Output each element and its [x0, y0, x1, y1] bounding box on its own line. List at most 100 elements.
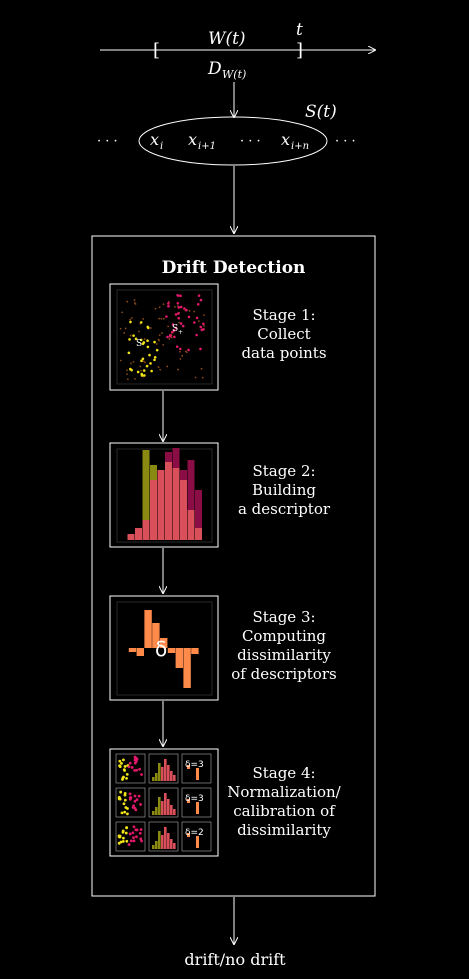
grid-bar — [158, 797, 161, 815]
scatter-point — [133, 302, 136, 304]
histogram-bar — [165, 462, 172, 540]
scatter-point — [145, 364, 149, 368]
grid-point — [121, 840, 125, 843]
grid-bar — [167, 799, 170, 815]
scatter-point — [199, 298, 203, 302]
grid-point — [140, 839, 143, 843]
scatter-point — [123, 332, 126, 334]
scatter-point — [177, 306, 181, 309]
scatter-point — [161, 332, 163, 335]
grid-bar — [152, 811, 155, 815]
scatter-point — [150, 369, 153, 373]
grid-bar — [158, 763, 161, 781]
scatter-point — [162, 317, 165, 320]
scatter-point — [177, 312, 180, 315]
histogram-bar — [157, 470, 165, 540]
delta-label: δ — [155, 637, 167, 661]
grid-bar — [196, 802, 199, 814]
difference-bar — [152, 623, 160, 648]
stage2-line1: Stage 2: — [252, 462, 316, 480]
stage4-line3: calibration of — [233, 802, 335, 820]
grid-point — [121, 778, 124, 781]
scatter-point — [158, 334, 161, 337]
scatter-point — [181, 354, 184, 357]
scatter-point — [195, 316, 199, 320]
scatter-point — [165, 315, 168, 318]
grid-point — [133, 806, 137, 810]
scatter-point — [139, 365, 142, 368]
stage1-line2: Collect — [257, 325, 311, 343]
grid-delta-label: δ=2 — [185, 828, 204, 838]
scatter-point — [196, 303, 200, 306]
scatter-point — [178, 321, 181, 324]
scatter-point — [126, 378, 129, 381]
stream-item-3: x — [281, 130, 290, 149]
grid-bar — [161, 767, 164, 781]
grid-point — [119, 790, 123, 794]
scatter-point — [155, 343, 158, 345]
stage3-line1: Stage 3: — [252, 608, 316, 626]
scatter-point — [199, 347, 202, 351]
scatter-point — [144, 361, 146, 364]
scatter-point — [147, 326, 150, 330]
scatter-point — [193, 310, 196, 313]
scatter-point — [126, 373, 128, 375]
grid-bar — [167, 833, 170, 849]
difference-bar — [160, 638, 168, 648]
scatter-point — [179, 294, 182, 298]
grid-point — [125, 839, 129, 843]
stage1-line1: Stage 1: — [252, 306, 316, 324]
scatter-point — [202, 322, 205, 326]
grid-bar — [155, 773, 158, 781]
scatter-point — [134, 337, 138, 341]
scatter-point — [202, 328, 205, 331]
histogram-bar — [180, 480, 187, 540]
scatter-point — [153, 340, 156, 344]
grid-bar — [164, 759, 167, 781]
scatter-point — [131, 317, 133, 319]
stage4-label: Stage 4: Normalization/ calibration of d… — [214, 764, 354, 840]
grid-bar — [152, 777, 155, 781]
grid-point — [121, 830, 125, 834]
scatter-point — [179, 358, 182, 360]
grid-delta-label: δ=3 — [185, 794, 204, 804]
grid-point — [118, 764, 121, 768]
scatter-point — [171, 323, 175, 326]
scatter-point — [158, 317, 161, 320]
histogram-bar — [127, 534, 135, 540]
grid-point — [133, 755, 137, 759]
grid-point — [133, 769, 137, 772]
grid-point — [128, 797, 132, 801]
grid-point — [124, 806, 128, 809]
grid-bar — [196, 768, 199, 780]
grid-point — [135, 798, 139, 802]
scatter-point — [174, 313, 178, 316]
grid-point — [135, 828, 139, 832]
scatter-point — [176, 301, 180, 305]
grid-point — [128, 792, 132, 796]
scatter-point — [132, 360, 135, 363]
grid-point — [139, 828, 143, 831]
scatter-point — [158, 306, 161, 309]
scatter-point — [126, 300, 129, 303]
grid-bar — [155, 807, 158, 815]
scatter-point — [130, 368, 133, 372]
scatter-point — [200, 367, 203, 370]
grid-point — [135, 757, 139, 761]
scatter-point — [176, 294, 180, 297]
output-label: drift/no drift — [184, 950, 286, 969]
scatter-point — [133, 299, 136, 301]
scatter-point — [185, 308, 188, 312]
stream-ellipse — [138, 116, 328, 166]
scatter-label-1: S — [136, 339, 142, 349]
stage4-line2: Normalization/ — [227, 783, 341, 801]
scatter-point — [127, 351, 131, 355]
scatter-point — [155, 348, 159, 352]
histogram-bar — [135, 528, 142, 540]
grid-point — [122, 802, 126, 806]
grid-bar — [173, 775, 176, 781]
scatter-point — [177, 368, 180, 371]
scatter-point — [141, 342, 145, 346]
grid-point — [132, 839, 136, 843]
scatter-point — [166, 365, 169, 368]
